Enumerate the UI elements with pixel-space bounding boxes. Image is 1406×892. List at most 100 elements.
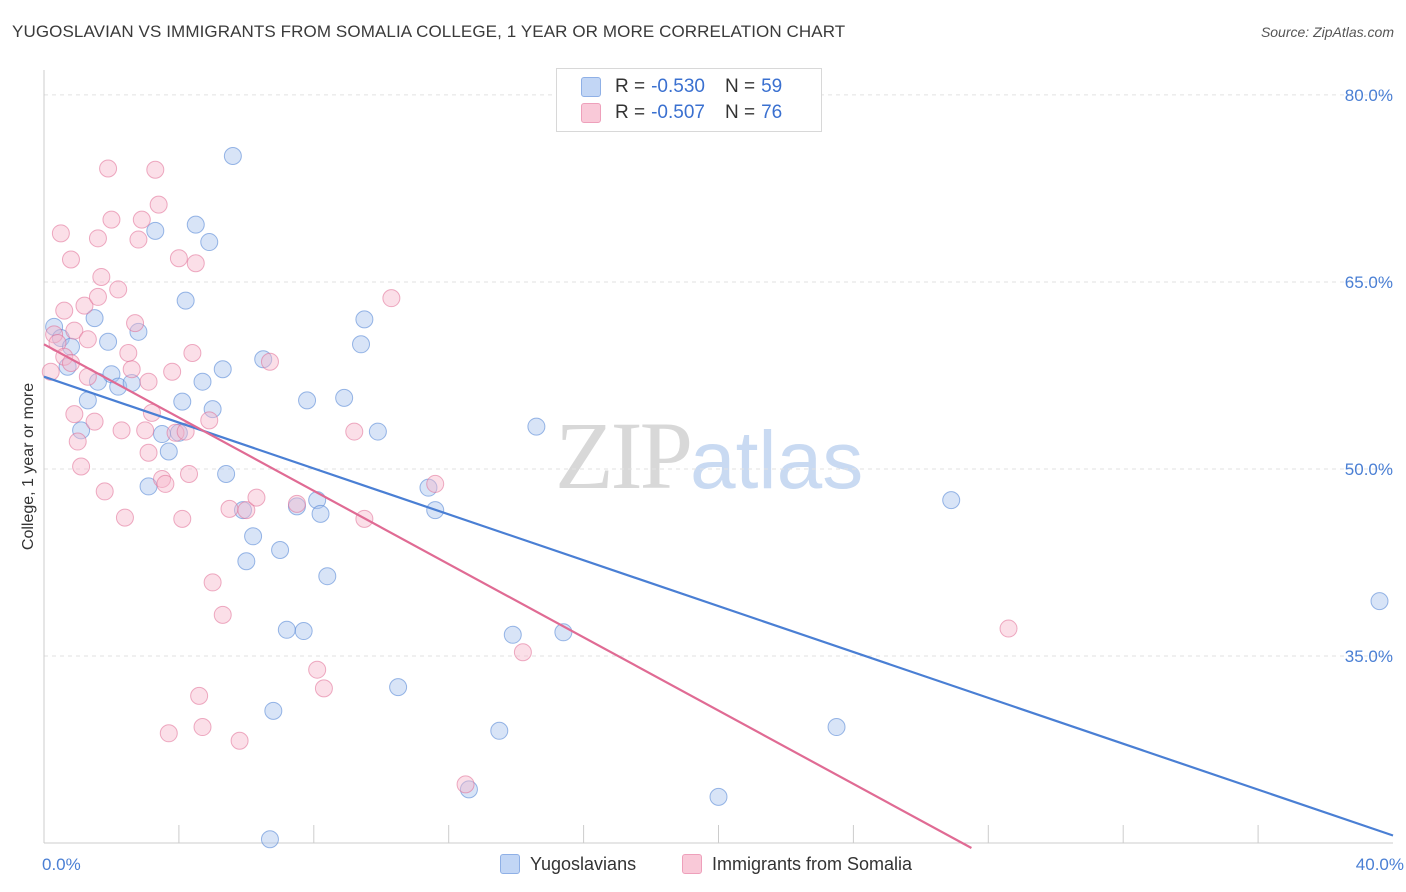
point-yugoslavians [193,372,212,391]
point-yugoslavians [72,421,91,440]
point-somalia [169,249,188,268]
point-yugoslavians [176,291,195,310]
point-somalia [203,573,222,592]
point-somalia [183,344,202,363]
legend-r-label: R = [615,102,646,123]
point-yugoslavians [203,400,222,419]
legend-r-value: -0.530 [651,76,705,97]
y-tick-labels: 80.0% 65.0% 50.0% 35.0% [1345,86,1393,666]
point-somalia [426,474,445,493]
point-yugoslavians [223,147,242,166]
point-yugoslavians [368,422,387,441]
bottom-legend-swatch-somalia [682,854,702,874]
y-tick-label: 50.0% [1345,460,1393,479]
point-yugoslavians [200,233,219,252]
point-yugoslavians [942,491,961,510]
point-somalia [55,301,74,320]
point-yugoslavians [298,391,317,410]
point-somalia [51,224,70,243]
point-somalia [129,230,148,249]
point-somalia [112,421,131,440]
point-yugoslavians [146,221,165,240]
legend-swatch-yugoslavians [581,77,601,97]
grid-lines [44,94,1393,657]
bottom-legend-label-yugoslavians: Yugoslavians [530,853,637,874]
point-somalia [95,482,114,501]
point-yugoslavians [311,504,330,523]
point-somalia [88,287,107,306]
point-somalia [247,488,266,507]
point-somalia [200,411,219,430]
point-yugoslavians [335,388,354,407]
point-somalia [132,210,151,229]
point-somalia [314,679,333,698]
point-somalia [159,724,178,743]
axes [43,70,1393,844]
point-somalia [78,330,97,349]
point-yugoslavians [389,678,408,697]
point-somalia [345,422,364,441]
x-tick-label: 0.0% [42,855,81,874]
legend-n-value: 59 [761,76,783,97]
point-somalia [308,660,327,679]
y-tick-label: 35.0% [1345,647,1393,666]
point-yugoslavians [244,527,263,546]
point-yugoslavians [459,780,478,799]
point-yugoslavians [260,830,279,849]
point-somalia [139,372,158,391]
bottom-legend-yugoslavians: Yugoslavians [500,852,636,876]
point-somalia [287,494,306,513]
point-somalia [119,344,138,363]
y-tick-label: 80.0% [1345,86,1393,105]
point-yugoslavians [1370,592,1389,611]
point-somalia [68,432,87,451]
point-somalia [122,360,141,379]
point-yugoslavians [318,567,337,586]
point-somalia [146,160,165,179]
point-somalia [180,464,199,483]
point-yugoslavians [503,625,522,644]
point-yugoslavians [217,464,236,483]
point-somalia [92,267,111,286]
y-tick-label: 65.0% [1345,273,1393,292]
point-somalia [193,718,212,737]
point-somalia [149,195,168,214]
point-somalia [99,159,118,178]
x-tick-label: 40.0% [1356,855,1404,874]
point-yugoslavians [213,360,232,379]
point-somalia [115,508,134,527]
legend-swatch-somalia [581,103,601,123]
point-somalia [102,210,121,229]
point-yugoslavians [99,332,118,351]
point-yugoslavians [294,622,313,641]
point-somalia [513,643,532,662]
point-somalia [382,289,401,308]
point-yugoslavians [264,701,283,720]
x-tick-labels: 0.0% 40.0% [42,855,1404,874]
point-somalia [163,362,182,381]
point-yugoslavians [173,392,192,411]
bottom-legend-label-somalia: Immigrants from Somalia [712,853,913,874]
point-yugoslavians [85,309,104,328]
point-yugoslavians [527,417,546,436]
chart-title: YUGOSLAVIAN VS IMMIGRANTS FROM SOMALIA C… [12,22,846,41]
legend-n-label: N = [724,102,756,123]
point-somalia [213,605,232,624]
point-somalia [220,499,239,518]
point-somalia [72,457,91,476]
point-yugoslavians [186,215,205,234]
point-somalia [173,509,192,528]
data-points [41,147,1389,849]
point-somalia [156,474,175,493]
point-yugoslavians [237,552,256,571]
trend-line-somalia [43,343,972,849]
point-somalia [153,469,172,488]
point-somalia [88,229,107,248]
source-credit: Source: ZipAtlas.com [1260,24,1394,40]
point-somalia [260,352,279,371]
point-somalia [456,775,475,794]
point-yugoslavians [277,620,296,639]
point-yugoslavians [352,335,371,354]
trend-lines [43,343,1394,849]
legend-r-label: R = [615,76,646,97]
